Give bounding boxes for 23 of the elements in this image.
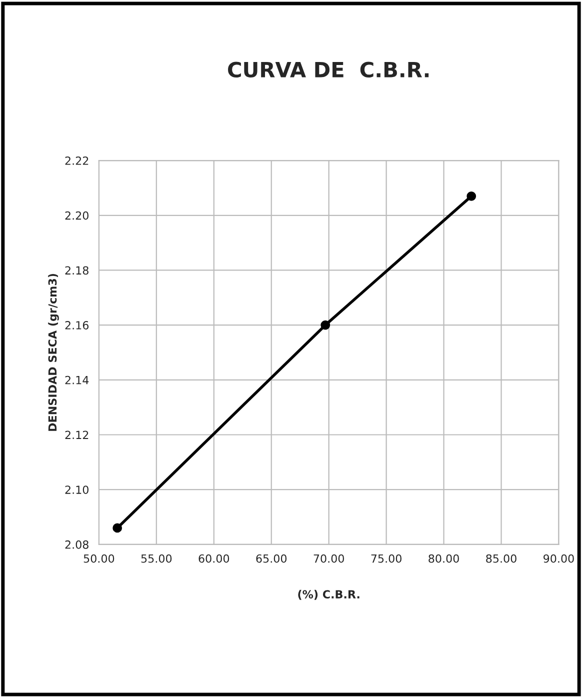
x-tick-label: 75.00: [371, 554, 402, 563]
x-tick-label: 90.00: [544, 554, 574, 563]
x-axis-title: (%) C.B.R.: [298, 590, 360, 600]
x-tick-label: 60.00: [198, 554, 230, 563]
y-tick-label: 2.10: [65, 486, 88, 494]
chart-title: CURVA DE C.B.R.: [228, 62, 429, 78]
x-tick-label: 50.00: [84, 554, 114, 563]
x-tick-label: 65.00: [256, 554, 287, 563]
point: [320, 320, 330, 330]
x-tick-label: 85.00: [486, 554, 516, 563]
point: [112, 523, 122, 533]
y-tick-label: 2.08: [65, 540, 88, 549]
y-tick-label: 2.18: [65, 266, 88, 275]
x-tick-label: 55.00: [141, 554, 172, 563]
y-tick-label: 2.20: [65, 211, 88, 220]
point: [466, 192, 476, 201]
y-axis-title: DENSIDAD SECA (gr/cm3): [48, 274, 59, 431]
y-tick-label: 2.14: [65, 376, 89, 384]
x-tick-label: 80.00: [428, 554, 459, 563]
x-tick-label: 70.00: [314, 554, 344, 563]
y-tick-label: 2.22: [65, 156, 88, 165]
y-tick-label: 2.16: [65, 321, 89, 330]
y-tick-label: 2.12: [65, 430, 88, 439]
